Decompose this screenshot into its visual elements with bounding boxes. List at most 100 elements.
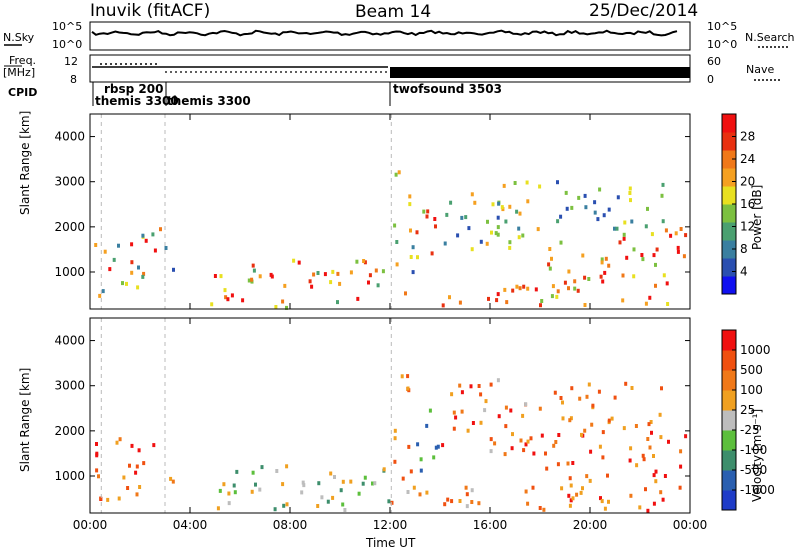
data-cell — [115, 440, 119, 445]
data-cell — [500, 205, 504, 210]
data-cell — [382, 467, 386, 472]
data-cell — [135, 464, 139, 469]
data-cell — [406, 490, 410, 494]
data-cell — [465, 504, 469, 509]
data-cell — [285, 464, 289, 469]
y-tick-label: 4000 — [54, 334, 85, 348]
data-cell — [568, 418, 572, 423]
data-cell — [646, 437, 650, 441]
data-cell — [661, 182, 665, 187]
data-cell — [665, 281, 669, 286]
colorbar-swatch — [722, 450, 736, 471]
data-cell — [628, 186, 632, 191]
data-cell — [496, 232, 500, 237]
data-cell — [584, 205, 588, 210]
data-cell — [250, 489, 254, 494]
data-cell — [515, 284, 519, 289]
data-cell — [341, 479, 345, 484]
data-cell — [579, 490, 583, 495]
data-cell — [652, 473, 656, 478]
data-cell — [590, 422, 594, 427]
data-cell — [560, 486, 564, 491]
data-cell — [416, 442, 420, 447]
data-cell — [137, 448, 141, 453]
data-cell — [529, 436, 533, 441]
data-cell — [510, 446, 514, 451]
data-cell — [172, 267, 175, 272]
data-cell — [648, 295, 652, 300]
y-tick-label: 1000 — [54, 265, 85, 279]
data-cell — [655, 247, 659, 252]
data-cell — [117, 496, 121, 501]
data-cell — [551, 284, 555, 289]
data-cell — [137, 265, 140, 270]
data-cell — [504, 424, 508, 429]
data-cell — [317, 481, 321, 486]
y-tick-label: 2000 — [54, 220, 85, 234]
data-cell — [134, 470, 138, 475]
data-cell — [316, 271, 320, 275]
data-cell — [531, 485, 535, 490]
data-cell — [666, 302, 670, 306]
data-cell — [495, 298, 499, 303]
data-cell — [247, 278, 251, 283]
data-cell — [593, 210, 597, 215]
data-cell — [454, 415, 458, 420]
data-cell — [349, 270, 353, 275]
data-cell — [425, 214, 429, 219]
data-cell — [460, 409, 464, 414]
data-cell — [654, 283, 657, 288]
data-cell — [661, 497, 665, 502]
data-cell — [486, 219, 489, 224]
data-cell — [660, 193, 664, 198]
data-cell — [381, 269, 385, 274]
data-cell — [450, 499, 454, 504]
data-cell — [568, 503, 572, 508]
data-cell — [556, 462, 560, 467]
data-cell — [408, 194, 412, 199]
data-cell — [650, 232, 654, 237]
colorbar-swatch — [722, 276, 736, 295]
data-cell — [117, 243, 120, 248]
data-cell — [395, 240, 399, 244]
date-title: 25/Dec/2014 — [589, 1, 699, 21]
data-cell — [632, 274, 636, 279]
data-cell — [496, 215, 500, 220]
data-cell — [539, 303, 542, 308]
colorbar-tick-label: 16 — [740, 197, 755, 211]
data-cell — [607, 499, 610, 504]
data-cell — [534, 287, 538, 292]
data-cell — [532, 451, 536, 456]
data-cell — [669, 233, 673, 238]
data-cell — [598, 444, 602, 449]
colorbar-tick-label: 28 — [740, 130, 755, 144]
data-cell — [679, 449, 683, 454]
data-cell — [409, 228, 412, 233]
data-cell — [622, 426, 626, 431]
data-cell — [329, 471, 333, 476]
data-cell — [628, 458, 632, 463]
velocity-panel-frame — [89, 317, 691, 514]
data-cell — [446, 497, 450, 502]
data-cell — [659, 490, 663, 495]
data-cell — [524, 442, 528, 447]
data-cell — [517, 235, 521, 240]
power-heatmap — [94, 114, 688, 310]
data-cell — [604, 256, 608, 261]
data-cell — [649, 420, 653, 424]
data-cell — [552, 443, 556, 448]
search-tick-bottom: 10^0 — [707, 38, 738, 51]
colorbar-tick-label: 25 — [740, 403, 755, 417]
data-cell — [607, 418, 611, 423]
data-cell — [489, 437, 493, 442]
data-cell — [213, 274, 217, 278]
data-cell — [230, 293, 234, 298]
data-cell — [250, 277, 254, 282]
data-cell — [407, 444, 411, 449]
data-cell — [621, 273, 625, 278]
data-cell — [589, 449, 593, 454]
data-cell — [98, 293, 102, 298]
data-cell — [433, 217, 437, 221]
data-cell — [559, 214, 563, 219]
data-cell — [521, 233, 525, 238]
